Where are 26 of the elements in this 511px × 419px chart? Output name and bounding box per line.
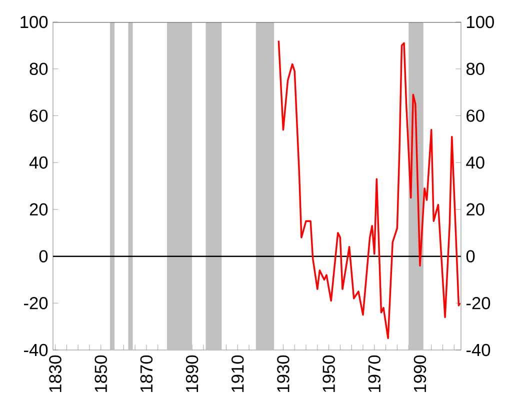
x-tick-label: 1850: [94, 355, 107, 392]
y2-tick-label: 40: [466, 156, 484, 169]
y-tick-label: -40: [24, 344, 48, 356]
y2-tick-label: -40: [466, 344, 490, 356]
y-tick-label: 40: [29, 156, 48, 169]
y2-tick-label: 20: [466, 203, 484, 216]
x-tick-label: 1930: [277, 355, 290, 392]
y2-tick-label: 100: [467, 16, 494, 28]
y-tick-label: 100: [20, 16, 48, 28]
y-tick-label: 0: [39, 250, 48, 262]
y-tick-label: -20: [24, 297, 48, 310]
y-tick-label: 60: [30, 110, 48, 122]
x-tick-label: 1870: [140, 355, 153, 392]
y-tick-label: 20: [30, 203, 48, 216]
x-tick-label: 1890: [186, 355, 198, 392]
x-tick-label: 1970: [368, 355, 381, 392]
x-tick-label: 1910: [231, 355, 244, 392]
y2-tick-label: 60: [466, 110, 484, 122]
x-tick-label: 1990: [414, 355, 426, 392]
x-tick-label: 1950: [322, 355, 335, 392]
x-tick-label: 1830: [49, 355, 62, 392]
y2-tick-label: 80: [466, 62, 484, 75]
line-series: [278, 40, 461, 340]
y2-tick-label: 0: [466, 250, 475, 262]
y-tick-label: 80: [30, 62, 48, 75]
y2-tick-label: -20: [466, 297, 490, 310]
